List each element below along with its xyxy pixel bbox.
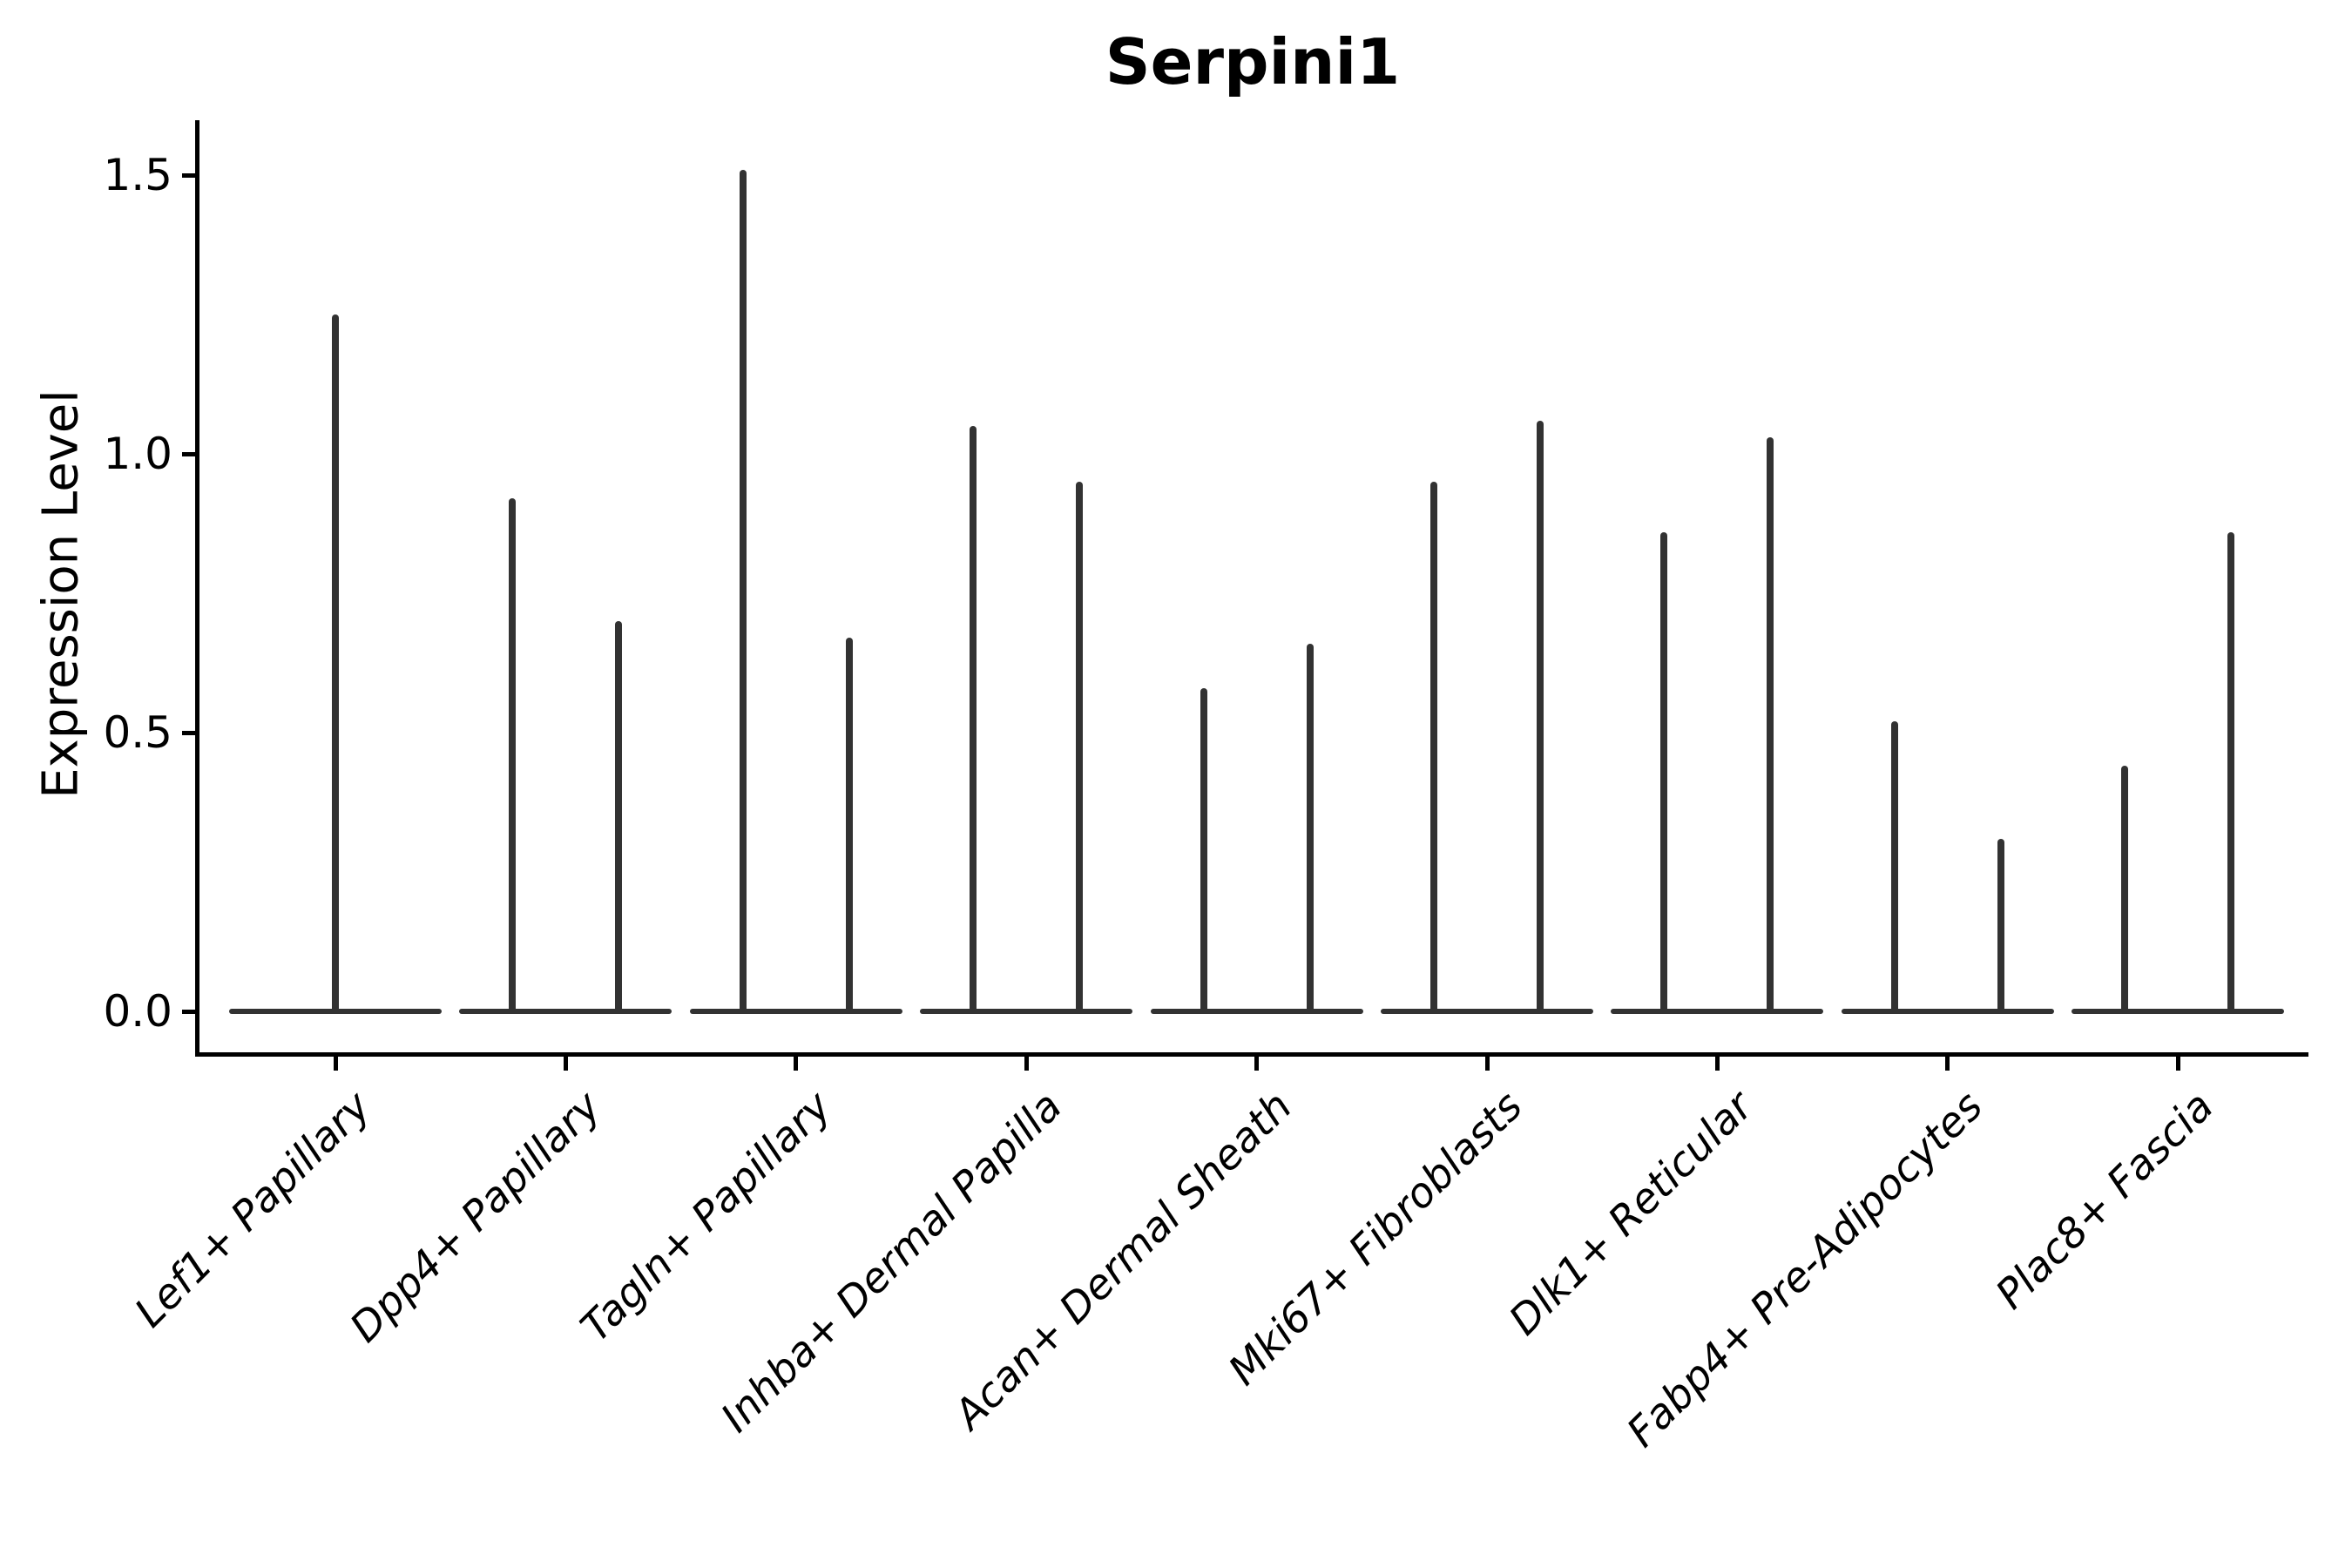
- y-tick: [181, 730, 195, 735]
- violin-spike: [1306, 643, 1314, 1014]
- violin-base: [689, 1009, 902, 1014]
- violin-spike: [2227, 531, 2235, 1014]
- y-tick-label: 0.5: [103, 707, 172, 758]
- violin-spike: [2121, 766, 2129, 1014]
- x-tick: [1945, 1056, 1950, 1071]
- x-tick: [1714, 1056, 1720, 1071]
- x-tick: [1254, 1056, 1260, 1071]
- chart-title: Serpini1: [1105, 25, 1401, 98]
- y-tick-label: 1.0: [103, 429, 172, 479]
- violin-base: [1841, 1009, 2054, 1014]
- violin-spike: [1767, 436, 1774, 1014]
- y-axis-spine: [194, 120, 199, 1057]
- violin-spike: [1890, 721, 1898, 1014]
- violin-spike: [1430, 482, 1437, 1014]
- violin-base: [1381, 1009, 1593, 1014]
- x-tick-label: Tagln+ Papillary: [571, 1082, 841, 1352]
- x-tick: [2175, 1056, 2180, 1071]
- violin-base: [459, 1009, 672, 1014]
- violin-spike: [845, 638, 853, 1014]
- violin-base: [1150, 1009, 1363, 1014]
- violin-spike: [1200, 687, 1207, 1014]
- y-tick: [181, 172, 195, 178]
- x-tick-label: Plac8+ Fascia: [1986, 1082, 2223, 1319]
- violin-spike: [1660, 531, 1668, 1014]
- x-axis-spine: [194, 1051, 2308, 1057]
- violin-base: [920, 1009, 1133, 1014]
- violin-spike: [332, 314, 339, 1014]
- violin-base: [1611, 1009, 1824, 1014]
- x-tick-label: Lef1+ Papillary: [125, 1082, 381, 1337]
- x-tick: [1024, 1056, 1029, 1071]
- x-tick: [1484, 1056, 1490, 1071]
- violin-spike: [739, 169, 747, 1014]
- violin-spike: [970, 426, 977, 1014]
- y-tick-label: 0.0: [103, 986, 172, 1037]
- y-tick: [181, 1009, 195, 1014]
- x-tick: [794, 1056, 799, 1071]
- x-tick-label: Dlk1+ Reticular: [1499, 1082, 1762, 1345]
- x-tick: [333, 1056, 338, 1071]
- violin-spike: [1997, 838, 2004, 1014]
- violin-spike: [1537, 420, 1544, 1014]
- x-tick: [563, 1056, 568, 1071]
- y-tick-label: 1.5: [103, 150, 172, 200]
- violin-spike: [1076, 482, 1084, 1014]
- violin-spike: [509, 498, 517, 1014]
- y-tick: [181, 451, 195, 456]
- violin-base: [2072, 1009, 2285, 1014]
- x-tick-label: Dpp4+ Papillary: [341, 1082, 611, 1352]
- violin-spike: [615, 621, 623, 1014]
